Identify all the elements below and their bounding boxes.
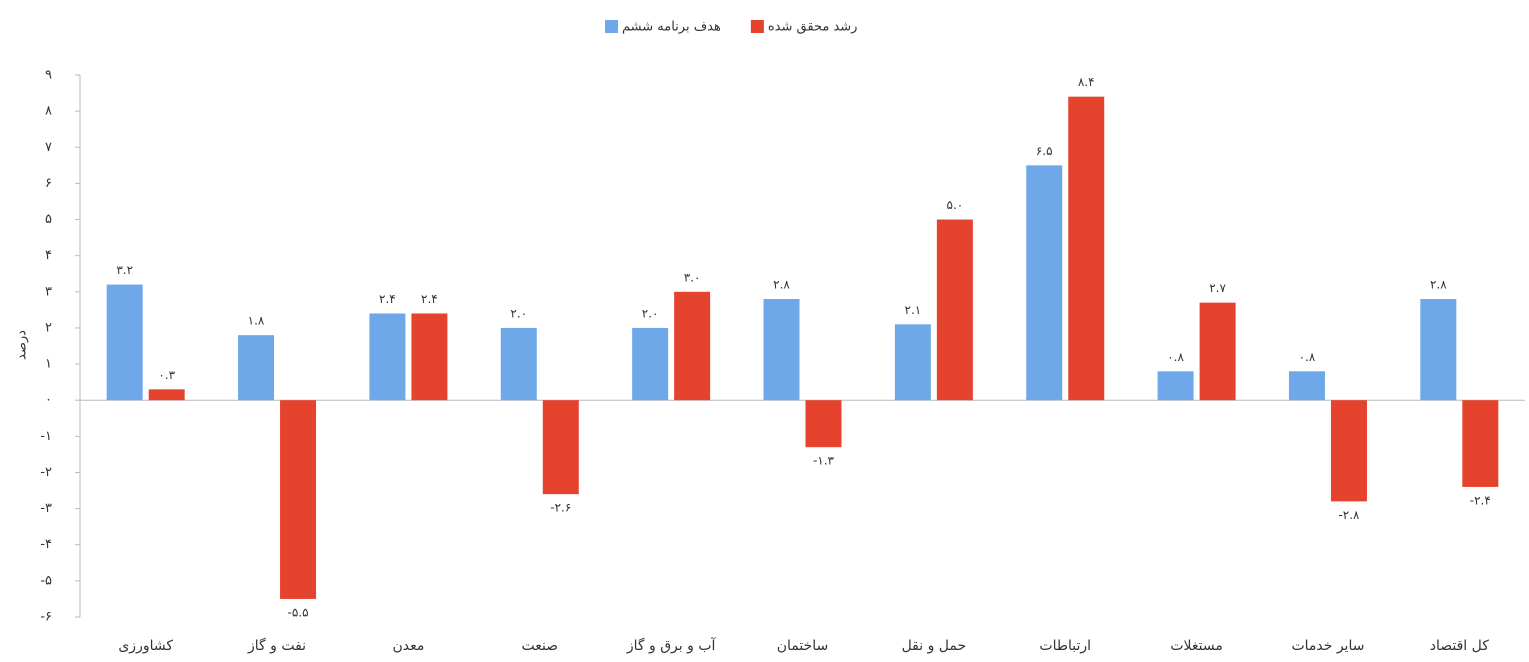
x-tick-label: کل اقتصاد: [1430, 638, 1490, 654]
bar: [280, 400, 317, 599]
data-label: ۸.۴: [1078, 75, 1095, 89]
bar: [632, 327, 669, 401]
x-tick-label: ساختمان: [777, 638, 829, 654]
legend-swatch: [750, 20, 764, 33]
y-tick-label: ۷: [45, 140, 52, 155]
legend-label: رشد محقق شده: [768, 20, 858, 35]
bar: [674, 291, 711, 401]
x-tick-label: مستغلات: [1170, 638, 1223, 654]
bar: [1288, 371, 1325, 401]
y-tick-label: -۳: [40, 501, 52, 516]
bar: [238, 335, 275, 401]
data-label: ۲.۸: [773, 278, 790, 292]
bar: [148, 389, 185, 401]
x-tick-label: آب و برق و گاز: [626, 637, 717, 654]
data-label: ۱.۸: [248, 314, 265, 328]
bar: [763, 299, 800, 401]
y-tick-label: -۵: [40, 573, 52, 588]
bar: [1068, 96, 1105, 401]
data-label: ۲.۱: [905, 303, 922, 317]
bar: [369, 313, 406, 401]
bar: [106, 284, 143, 401]
bar: [1157, 371, 1194, 401]
y-tick-label: -۶: [40, 610, 52, 625]
data-label: ۰.۸: [1299, 350, 1316, 364]
data-label: ۰.۸: [1167, 350, 1184, 364]
y-tick-label: ۹: [45, 68, 52, 83]
bar: [1420, 299, 1457, 401]
bar: [500, 327, 537, 401]
y-tick-label: ۶: [45, 176, 52, 191]
data-label: -۱.۳: [813, 454, 835, 468]
bar: [1026, 165, 1063, 401]
x-tick-label: صنعت: [521, 638, 558, 654]
data-label: ۵.۰: [947, 198, 964, 212]
data-label: ۲.۰: [510, 306, 527, 320]
data-label: ۰.۳: [158, 368, 175, 382]
data-label: ۲.۸: [1430, 278, 1447, 292]
data-label: ۲.۴: [379, 292, 396, 306]
y-axis-label: درصد: [15, 330, 30, 360]
y-tick-label: -۲: [40, 465, 52, 480]
x-tick-label: سایر خدمات: [1291, 638, 1364, 654]
bar: [1330, 400, 1367, 502]
bar: [411, 313, 448, 401]
x-tick-label: نفت و گاز: [247, 637, 306, 654]
data-label: -۲.۴: [1470, 493, 1491, 507]
bar: [805, 400, 842, 448]
bar: [1199, 302, 1236, 401]
bar: [936, 219, 973, 401]
y-tick-label: ۱: [45, 357, 52, 372]
legend-swatch: [605, 20, 618, 33]
y-tick-label: ۴: [45, 248, 52, 263]
y-tick-label: ۵: [45, 212, 52, 227]
x-tick-label: معدن: [392, 638, 424, 654]
y-tick-label: ۰: [45, 393, 52, 408]
x-tick-label: حمل و نقل: [902, 638, 967, 654]
data-label: -۵.۵: [288, 605, 309, 619]
bar: [542, 400, 579, 495]
bar: [894, 324, 931, 401]
data-label: ۲.۷: [1209, 281, 1226, 295]
y-tick-label: -۴: [40, 537, 52, 552]
data-label: -۲.۶: [550, 501, 571, 515]
y-tick-label: -۱: [40, 429, 52, 444]
data-label: ۳.۰: [684, 270, 701, 284]
legend-label: هدف برنامه ششم: [622, 20, 721, 35]
bar: [1462, 400, 1499, 487]
data-label: ۶.۵: [1036, 144, 1053, 158]
data-label: -۲.۸: [1338, 508, 1360, 522]
y-tick-label: ۲: [45, 320, 52, 335]
y-tick-label: ۳: [45, 284, 52, 299]
x-tick-label: ارتباطات: [1039, 638, 1091, 654]
data-label: ۲.۴: [421, 292, 438, 306]
data-label: ۳.۲: [116, 263, 133, 277]
x-tick-label: کشاورزی: [118, 638, 173, 654]
y-tick-label: ۸: [45, 104, 52, 119]
data-label: ۲.۰: [642, 306, 659, 320]
